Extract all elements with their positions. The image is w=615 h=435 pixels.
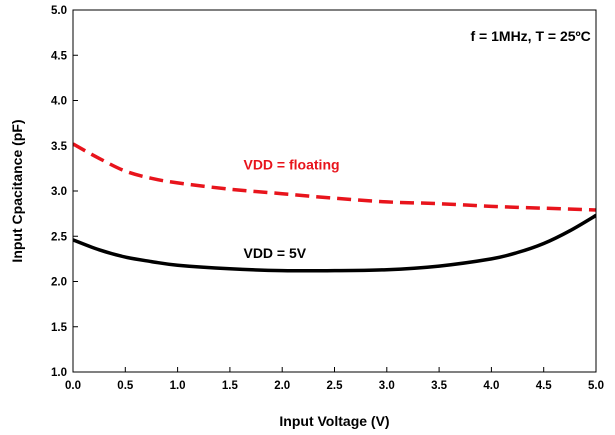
- x-tick-label: 1.0: [170, 380, 186, 392]
- annotation-label: VDD = 5V: [243, 245, 306, 261]
- y-tick-label: 5.0: [51, 5, 67, 17]
- x-axis-ticks: 0.0 0.5 1.0 1.5 2.0 2.5 3.0 3.5 4.0 4.5 5.0: [65, 367, 604, 392]
- y-tick-label: 1.0: [51, 367, 67, 379]
- x-axis-title: Input Voltage (V): [279, 413, 389, 429]
- x-tick-label: 1.5: [222, 380, 239, 392]
- x-tick-label: 0.5: [117, 380, 134, 392]
- x-tick-label: 2.5: [327, 380, 344, 392]
- y-tick-label: 4.0: [51, 96, 67, 108]
- series-layer: [73, 142, 596, 273]
- x-tick-label: 3.5: [431, 380, 448, 392]
- x-tick-label: 3.0: [379, 380, 395, 392]
- x-tick-label: 5.0: [588, 380, 604, 392]
- series-line-vdd-floating: [73, 142, 596, 212]
- annotations: f = 1MHz, T = 25ºC VDD = floating VDD = 5V: [243, 28, 590, 261]
- x-tick-label: 2.0: [274, 380, 290, 392]
- plot-area-frame: [72, 9, 597, 373]
- x-tick-label: 4.0: [483, 380, 499, 392]
- x-tick-label: 4.5: [536, 380, 553, 392]
- y-tick-label: 1.5: [51, 322, 68, 334]
- series-line-vdd-5v: [73, 213, 596, 273]
- y-tick-label: 3.0: [51, 186, 67, 198]
- x-tick-label: 0.0: [65, 380, 81, 392]
- y-axis-ticks: 1.0 1.5 2.0 2.5 3.0 3.5 4.0 4.5 5.0: [51, 5, 78, 379]
- y-tick-label: 4.5: [51, 50, 68, 62]
- y-tick-label: 2.0: [51, 277, 67, 289]
- annotation-label: VDD = floating: [243, 156, 339, 172]
- annotation-label: f = 1MHz, T = 25ºC: [471, 28, 591, 44]
- y-tick-label: 2.5: [51, 231, 68, 243]
- y-axis-title: Input Cpacitance (pF): [9, 119, 25, 262]
- y-tick-label: 3.5: [51, 141, 68, 153]
